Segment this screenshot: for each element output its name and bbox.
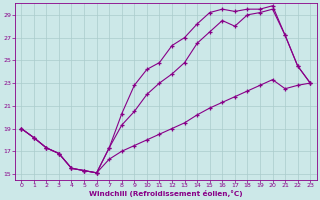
X-axis label: Windchill (Refroidissement éolien,°C): Windchill (Refroidissement éolien,°C) bbox=[89, 190, 243, 197]
